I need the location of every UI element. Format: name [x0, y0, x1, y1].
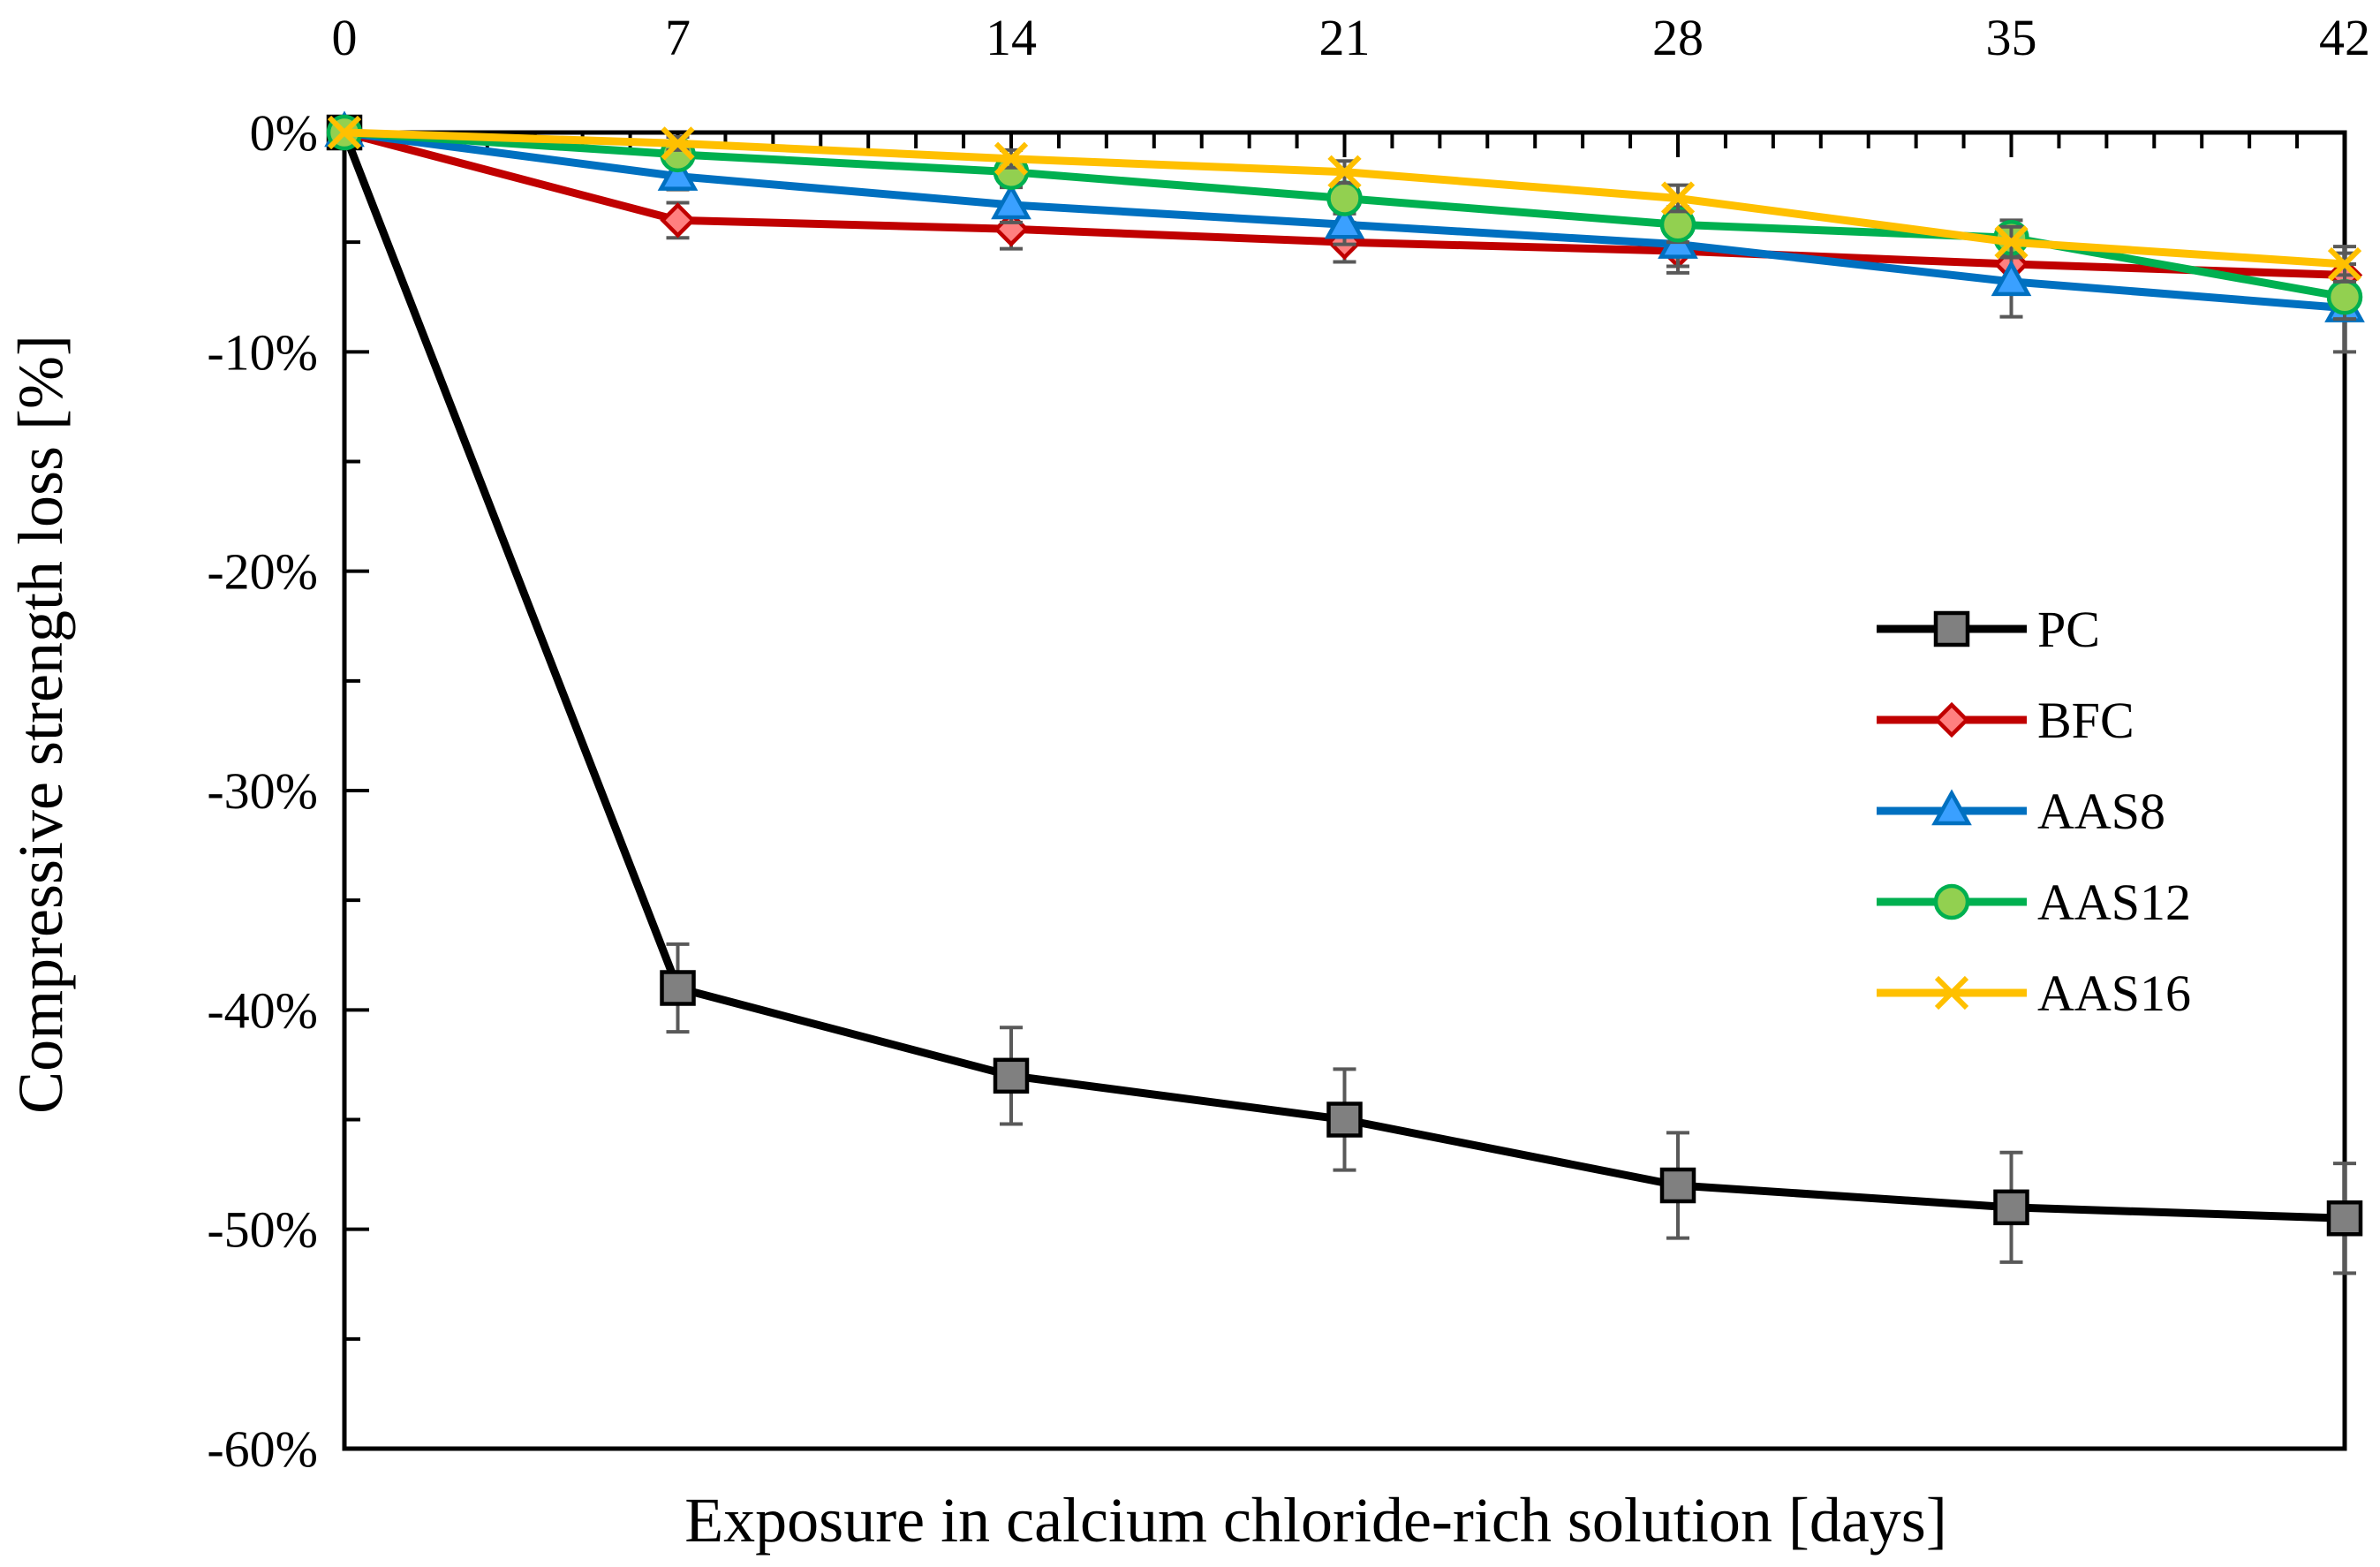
y-tick-label: -30% [207, 762, 318, 820]
y-axis-title: Compressive strength loss [%] [5, 335, 76, 1114]
y-tick-label: 0% [250, 104, 318, 162]
legend-marker [1931, 789, 1972, 826]
legend-label: AAS16 [2037, 965, 2191, 1022]
legend-item-bfc: BFC [1877, 692, 2134, 749]
x-tick-label: 0 [332, 9, 358, 66]
x-tick-label: 21 [1319, 9, 1371, 66]
y-tick-label: -60% [207, 1420, 318, 1478]
x-tick-label: 14 [986, 9, 1037, 66]
x-tick-label: 42 [2319, 9, 2370, 66]
legend: PC BFC AAS8 AAS12 AAS16 [1877, 601, 2191, 1022]
legend-item-pc: PC [1877, 601, 2100, 658]
legend-marker [1933, 610, 1970, 647]
tick-labels: 0 7 14 21 28 35 42 0% -10% -20% -30% -40% -50% -60% [207, 9, 2370, 1478]
data-point [1660, 181, 1696, 216]
data-point [993, 1057, 1030, 1094]
marker-stroke [1327, 155, 1362, 189]
data-point [661, 126, 695, 161]
y-tick-label: -10% [207, 323, 318, 381]
x-tick-label: 28 [1652, 9, 1704, 66]
x-tick-label: 7 [665, 9, 691, 66]
series-aas16 [327, 115, 2362, 284]
marker-stroke [1994, 225, 2029, 260]
legend-item-aas8: AAS8 [1877, 783, 2165, 840]
legend-label: PC [2037, 601, 2100, 658]
data-point [1326, 180, 1363, 216]
data-point [991, 183, 1031, 220]
data-point [1326, 1101, 1363, 1138]
series-layer [324, 110, 2365, 1276]
data-point [1659, 1167, 1696, 1204]
legend-marker [1934, 975, 1969, 1011]
data-point [660, 202, 696, 238]
data-point [657, 155, 699, 191]
data-point [660, 970, 696, 1006]
data-point [2326, 1200, 2363, 1237]
data-point [1991, 260, 2032, 297]
data-point [2326, 279, 2363, 315]
marker-stroke [2327, 246, 2362, 282]
data-point [2327, 246, 2362, 282]
legend-label: BFC [2037, 692, 2134, 749]
marker-stroke [327, 115, 362, 150]
series-line [340, 131, 2346, 1223]
data-point [1659, 207, 1696, 243]
data-point [994, 141, 1029, 176]
marker-stroke [1660, 181, 1696, 216]
y-tick-label: -20% [207, 543, 318, 601]
y-tick-label: -50% [207, 1201, 318, 1259]
data-point [1994, 225, 2029, 260]
legend-label: AAS8 [2037, 783, 2165, 840]
y-tick-label: -40% [207, 981, 318, 1039]
x-axis-title: Exposure in calcium chloride-rich soluti… [684, 1485, 1947, 1556]
marker-stroke [994, 141, 1029, 176]
legend-marker [1933, 701, 1970, 738]
data-point [1993, 1189, 2029, 1226]
data-point [1327, 155, 1362, 189]
marker-stroke [661, 126, 695, 161]
marker-stroke [1934, 975, 1969, 1011]
legend-marker [1933, 883, 1970, 920]
legend-item-aas16: AAS16 [1877, 965, 2191, 1022]
legend-item-aas12: AAS12 [1877, 874, 2191, 931]
data-point [327, 115, 362, 150]
legend-label: AAS12 [2037, 874, 2191, 931]
data-point [1324, 202, 1365, 239]
x-tick-label: 35 [1986, 9, 2037, 66]
